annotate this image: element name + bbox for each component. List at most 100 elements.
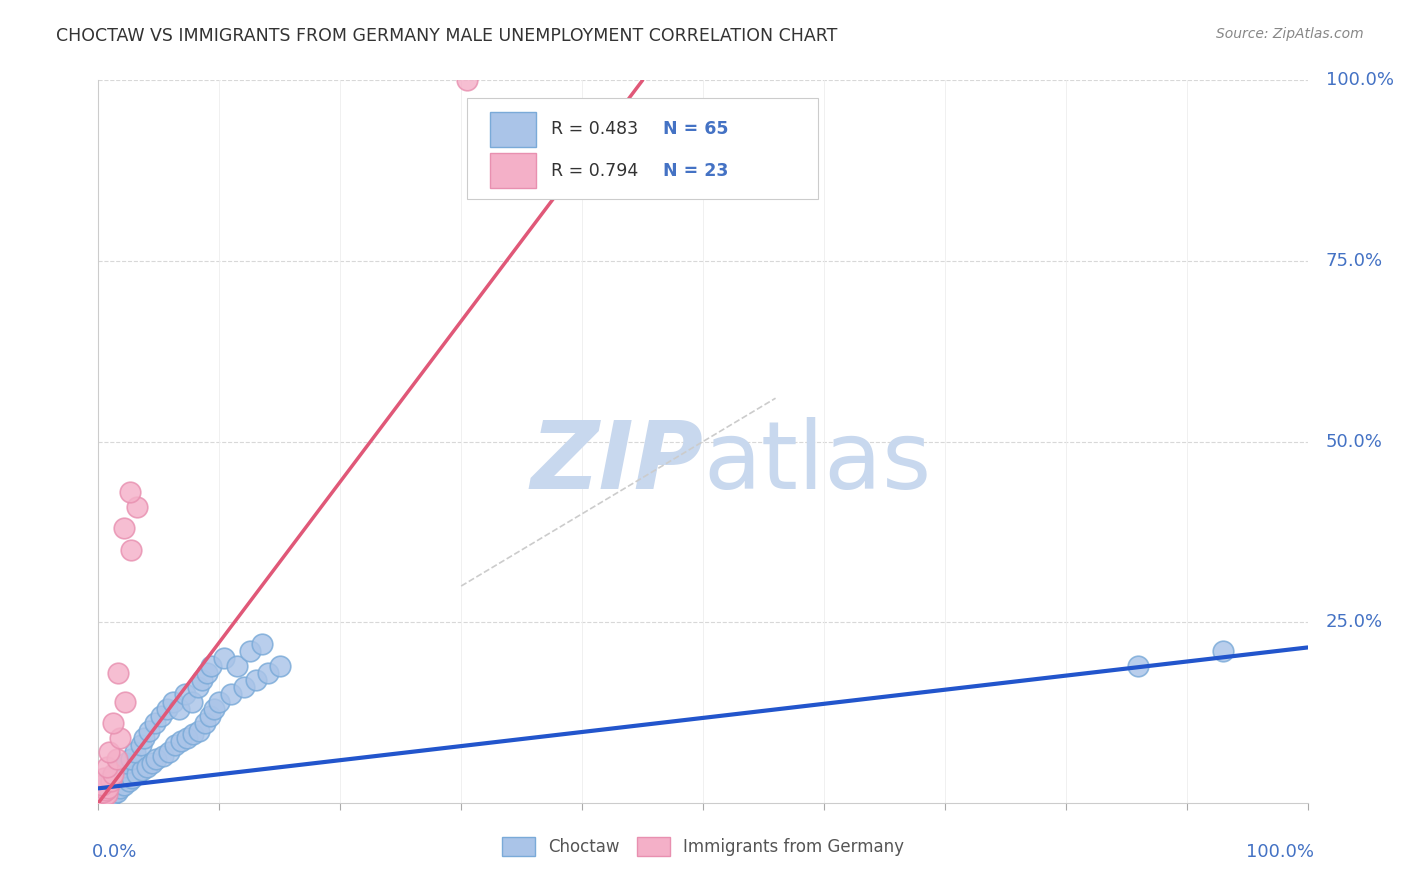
Point xyxy=(135,760,157,774)
Text: Source: ZipAtlas.com: Source: ZipAtlas.com xyxy=(1216,27,1364,41)
Point xyxy=(96,760,118,774)
Point xyxy=(145,752,167,766)
Point xyxy=(204,702,226,716)
Text: R = 0.794: R = 0.794 xyxy=(551,161,638,179)
Point xyxy=(181,727,204,741)
Point xyxy=(107,665,129,680)
Point xyxy=(138,723,160,738)
Point xyxy=(245,673,267,687)
Point xyxy=(198,709,221,723)
Point xyxy=(115,756,138,770)
Point xyxy=(156,702,179,716)
Bar xyxy=(491,112,536,147)
Text: N = 65: N = 65 xyxy=(664,120,728,138)
Point xyxy=(239,644,262,658)
Point xyxy=(143,716,166,731)
Point xyxy=(176,731,198,745)
Point xyxy=(93,771,115,785)
Point xyxy=(101,716,124,731)
Point xyxy=(97,790,120,805)
Point xyxy=(96,789,118,803)
Point xyxy=(134,731,156,745)
Bar xyxy=(491,153,536,188)
Point xyxy=(187,680,209,694)
Point xyxy=(93,790,115,805)
Point xyxy=(180,695,202,709)
Point xyxy=(100,771,122,785)
Point xyxy=(118,485,141,500)
Point xyxy=(91,785,114,799)
Point xyxy=(162,695,184,709)
Point xyxy=(127,767,149,781)
Legend: Choctaw, Immigrants from Germany: Choctaw, Immigrants from Germany xyxy=(495,830,911,863)
Point xyxy=(250,637,273,651)
Point xyxy=(118,774,141,789)
Text: 0.0%: 0.0% xyxy=(93,843,138,861)
Point xyxy=(127,500,149,514)
Text: ZIP: ZIP xyxy=(530,417,703,509)
Point xyxy=(187,723,209,738)
Point xyxy=(91,778,114,792)
Text: 50.0%: 50.0% xyxy=(1326,433,1382,450)
Point xyxy=(195,665,218,680)
Point xyxy=(112,521,135,535)
Text: atlas: atlas xyxy=(703,417,931,509)
Point xyxy=(141,756,163,770)
Point xyxy=(174,687,197,701)
Point xyxy=(131,764,153,778)
Point xyxy=(191,673,214,687)
Point xyxy=(121,771,143,785)
Text: 100.0%: 100.0% xyxy=(1326,71,1393,89)
Point xyxy=(94,782,117,797)
Text: 75.0%: 75.0% xyxy=(1326,252,1384,270)
Point xyxy=(98,745,121,759)
Point xyxy=(104,767,127,781)
Text: 100.0%: 100.0% xyxy=(1246,843,1313,861)
Point xyxy=(212,651,235,665)
Point xyxy=(98,787,121,801)
Point xyxy=(194,716,217,731)
Point xyxy=(120,542,142,557)
Point xyxy=(256,665,278,680)
Text: N = 23: N = 23 xyxy=(664,161,728,179)
Point xyxy=(152,748,174,763)
Point xyxy=(100,774,122,789)
Point xyxy=(93,792,115,806)
Point xyxy=(1128,658,1150,673)
Point xyxy=(101,787,124,801)
Point xyxy=(96,787,118,801)
Point xyxy=(97,781,120,796)
Point xyxy=(456,73,478,87)
Point xyxy=(108,781,131,796)
Point xyxy=(91,790,114,805)
Text: R = 0.483: R = 0.483 xyxy=(551,120,638,138)
Point xyxy=(163,738,186,752)
Point xyxy=(169,734,191,748)
Point xyxy=(105,752,128,766)
Point xyxy=(124,745,146,759)
Point xyxy=(221,687,243,701)
Point xyxy=(169,702,191,716)
Point xyxy=(90,789,112,803)
Point xyxy=(200,658,222,673)
Point xyxy=(129,738,152,752)
FancyBboxPatch shape xyxy=(467,98,818,200)
Point xyxy=(111,760,134,774)
Point xyxy=(108,731,131,745)
Point xyxy=(157,745,180,759)
Text: CHOCTAW VS IMMIGRANTS FROM GERMANY MALE UNEMPLOYMENT CORRELATION CHART: CHOCTAW VS IMMIGRANTS FROM GERMANY MALE … xyxy=(56,27,838,45)
Point xyxy=(112,778,135,792)
Point xyxy=(269,658,291,673)
Point xyxy=(91,785,114,799)
Point xyxy=(98,774,121,789)
Point xyxy=(226,658,249,673)
Point xyxy=(150,709,173,723)
Point xyxy=(101,767,124,781)
Point xyxy=(105,785,128,799)
Point xyxy=(1212,644,1234,658)
Text: 25.0%: 25.0% xyxy=(1326,613,1384,632)
Point xyxy=(91,792,114,806)
Point xyxy=(232,680,254,694)
Point xyxy=(96,778,118,792)
Point xyxy=(208,695,231,709)
